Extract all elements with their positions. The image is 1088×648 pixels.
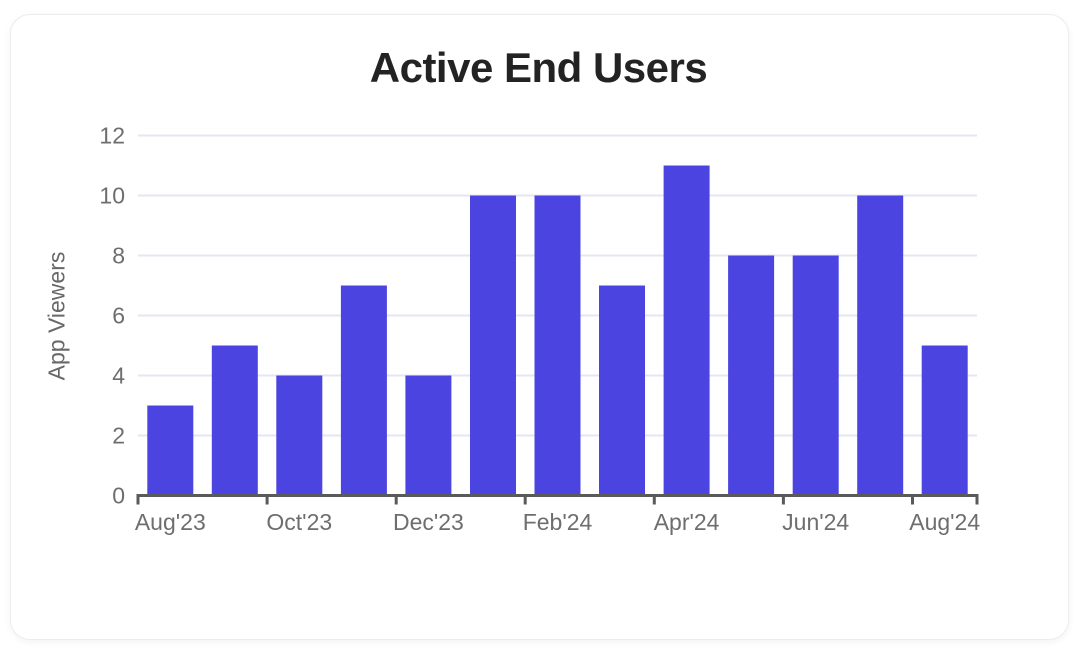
bar-Mar'24[interactable] (599, 285, 645, 496)
y-tick-label: 6 (112, 303, 125, 329)
bar-Oct'23[interactable] (276, 375, 323, 496)
y-tick-label: 12 (99, 123, 125, 149)
bar-Sep'23[interactable] (211, 345, 258, 496)
y-tick-label: 4 (112, 363, 125, 389)
bar-May'24[interactable] (728, 255, 775, 496)
y-tick-label: 0 (112, 483, 125, 509)
bar-Nov'23[interactable] (340, 285, 387, 496)
bar-Aug'24[interactable] (921, 345, 968, 496)
x-tick-label: Oct'23 (266, 509, 332, 535)
x-tick-label: Feb'24 (523, 509, 593, 535)
x-tick-label: Jun'24 (782, 509, 849, 535)
bar-Aug'23[interactable] (147, 405, 194, 496)
bar-Feb'24[interactable] (534, 195, 581, 496)
chart-title: Active End Users (369, 44, 708, 91)
y-tick-label: 2 (112, 423, 125, 449)
bar-Apr'24[interactable] (663, 165, 710, 496)
y-tick-label: 8 (112, 243, 125, 269)
bar-Dec'23[interactable] (405, 375, 452, 496)
x-tick-label: Apr'24 (654, 509, 720, 535)
x-tick-label: Dec'23 (393, 509, 464, 535)
bar-Jul'24[interactable] (857, 195, 904, 496)
bar-Jan'24[interactable] (470, 195, 516, 496)
bar-Jun'24[interactable] (792, 255, 839, 496)
x-tick-label: Aug'24 (909, 509, 980, 535)
y-tick-label: 10 (99, 183, 125, 209)
x-tick-label: Aug'23 (135, 509, 206, 535)
